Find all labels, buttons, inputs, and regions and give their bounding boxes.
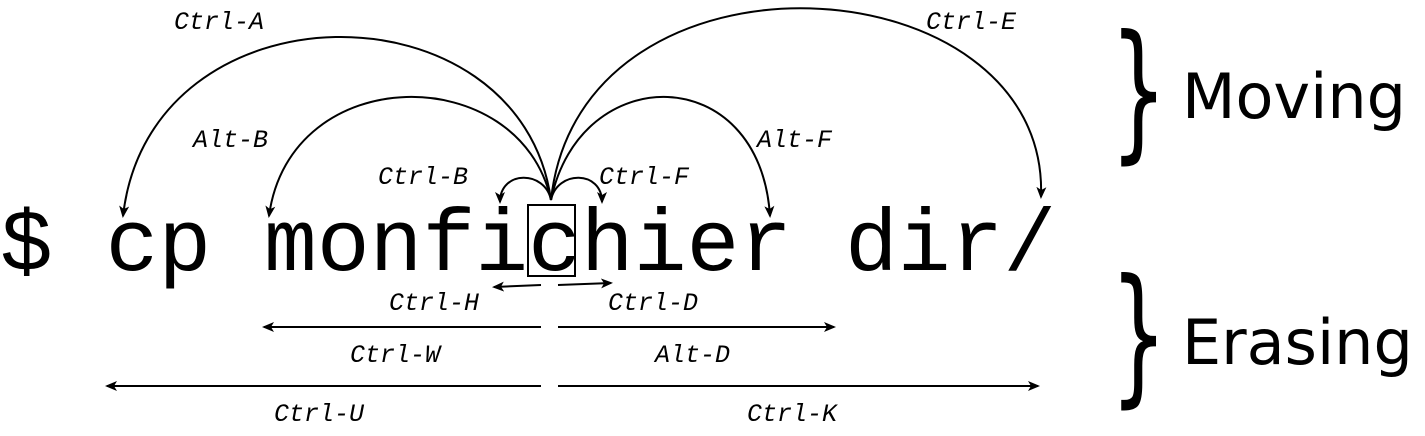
arc-ctrl-f	[550, 176, 607, 204]
label-ctrl-w: Ctrl-W	[350, 341, 442, 370]
erasing-brace: }	[1110, 248, 1167, 423]
arc-ctrl-e	[550, 7, 1047, 201]
arc-alt-f	[550, 96, 775, 218]
section-moving: Moving	[1182, 60, 1406, 133]
label-ctrl-b: Ctrl-B	[378, 163, 468, 192]
prompt-symbol: $	[0, 198, 53, 297]
moving-brace: }	[1110, 4, 1167, 179]
label-alt-f: Alt-F	[755, 126, 833, 155]
command-text-after-cursor: hier dir/	[581, 198, 1056, 297]
svg-text:}: }	[1110, 248, 1167, 423]
command-text-before-cursor: cp monfi	[53, 198, 528, 297]
svg-text:}: }	[1110, 4, 1167, 179]
label-ctrl-a: Ctrl-A	[174, 8, 264, 37]
arrow-ctrl-h	[492, 281, 542, 292]
label-ctrl-h: Ctrl-H	[389, 289, 479, 318]
section-erasing: Erasing	[1182, 306, 1413, 379]
cursor-character: c	[528, 198, 581, 297]
arc-ctrl-a	[119, 35, 552, 218]
command-line: $ cp monfichier dir/	[0, 198, 1056, 297]
label-alt-d: Alt-D	[653, 341, 730, 370]
label-ctrl-k: Ctrl-K	[747, 400, 838, 429]
label-ctrl-d: Ctrl-D	[608, 289, 698, 318]
arc-ctrl-b	[495, 176, 552, 204]
label-alt-b: Alt-B	[191, 126, 268, 155]
arc-alt-b	[265, 96, 552, 218]
label-ctrl-f: Ctrl-F	[599, 163, 690, 192]
arrow-ctrl-d	[557, 278, 613, 289]
label-ctrl-u: Ctrl-U	[274, 400, 365, 429]
label-ctrl-e: Ctrl-E	[926, 8, 1017, 37]
cursor-box	[527, 204, 576, 277]
